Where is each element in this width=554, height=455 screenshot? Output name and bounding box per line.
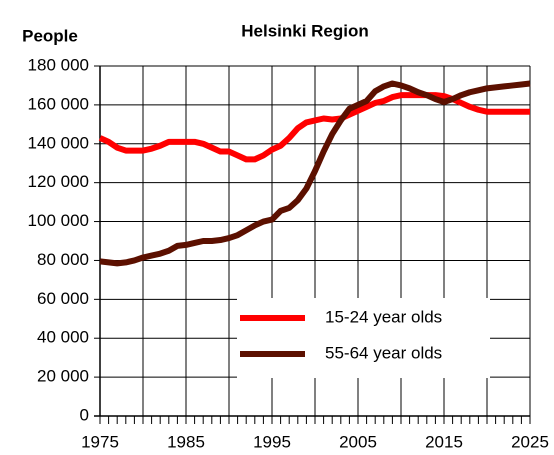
chart-title: Helsinki Region (241, 21, 369, 40)
y-tick-label: 20 000 (37, 367, 89, 386)
x-tick-label: 1995 (253, 432, 291, 451)
y-tick-label: 100 000 (28, 211, 89, 230)
y-axis-label: People (22, 26, 78, 45)
legend-label: 55-64 year olds (325, 343, 442, 362)
y-tick-label: 80 000 (37, 250, 89, 269)
x-tick-label: 2025 (511, 432, 549, 451)
x-tick-label: 2005 (339, 432, 377, 451)
y-tick-label: 160 000 (28, 94, 89, 113)
series-line (98, 92, 530, 163)
legend (237, 298, 490, 378)
y-tick-label: 0 (80, 405, 89, 424)
y-tick-label: 120 000 (28, 172, 89, 191)
y-tick-label: 40 000 (37, 328, 89, 347)
x-tick-label: 1975 (81, 432, 119, 451)
y-tick-label: 140 000 (28, 133, 89, 152)
series-line (99, 80, 531, 267)
y-tick-label: 180 000 (28, 55, 89, 74)
x-tick-label: 1985 (167, 432, 205, 451)
x-tick-label: 2015 (425, 432, 463, 451)
y-tick-label: 60 000 (37, 289, 89, 308)
legend-label: 15-24 year olds (325, 307, 442, 326)
